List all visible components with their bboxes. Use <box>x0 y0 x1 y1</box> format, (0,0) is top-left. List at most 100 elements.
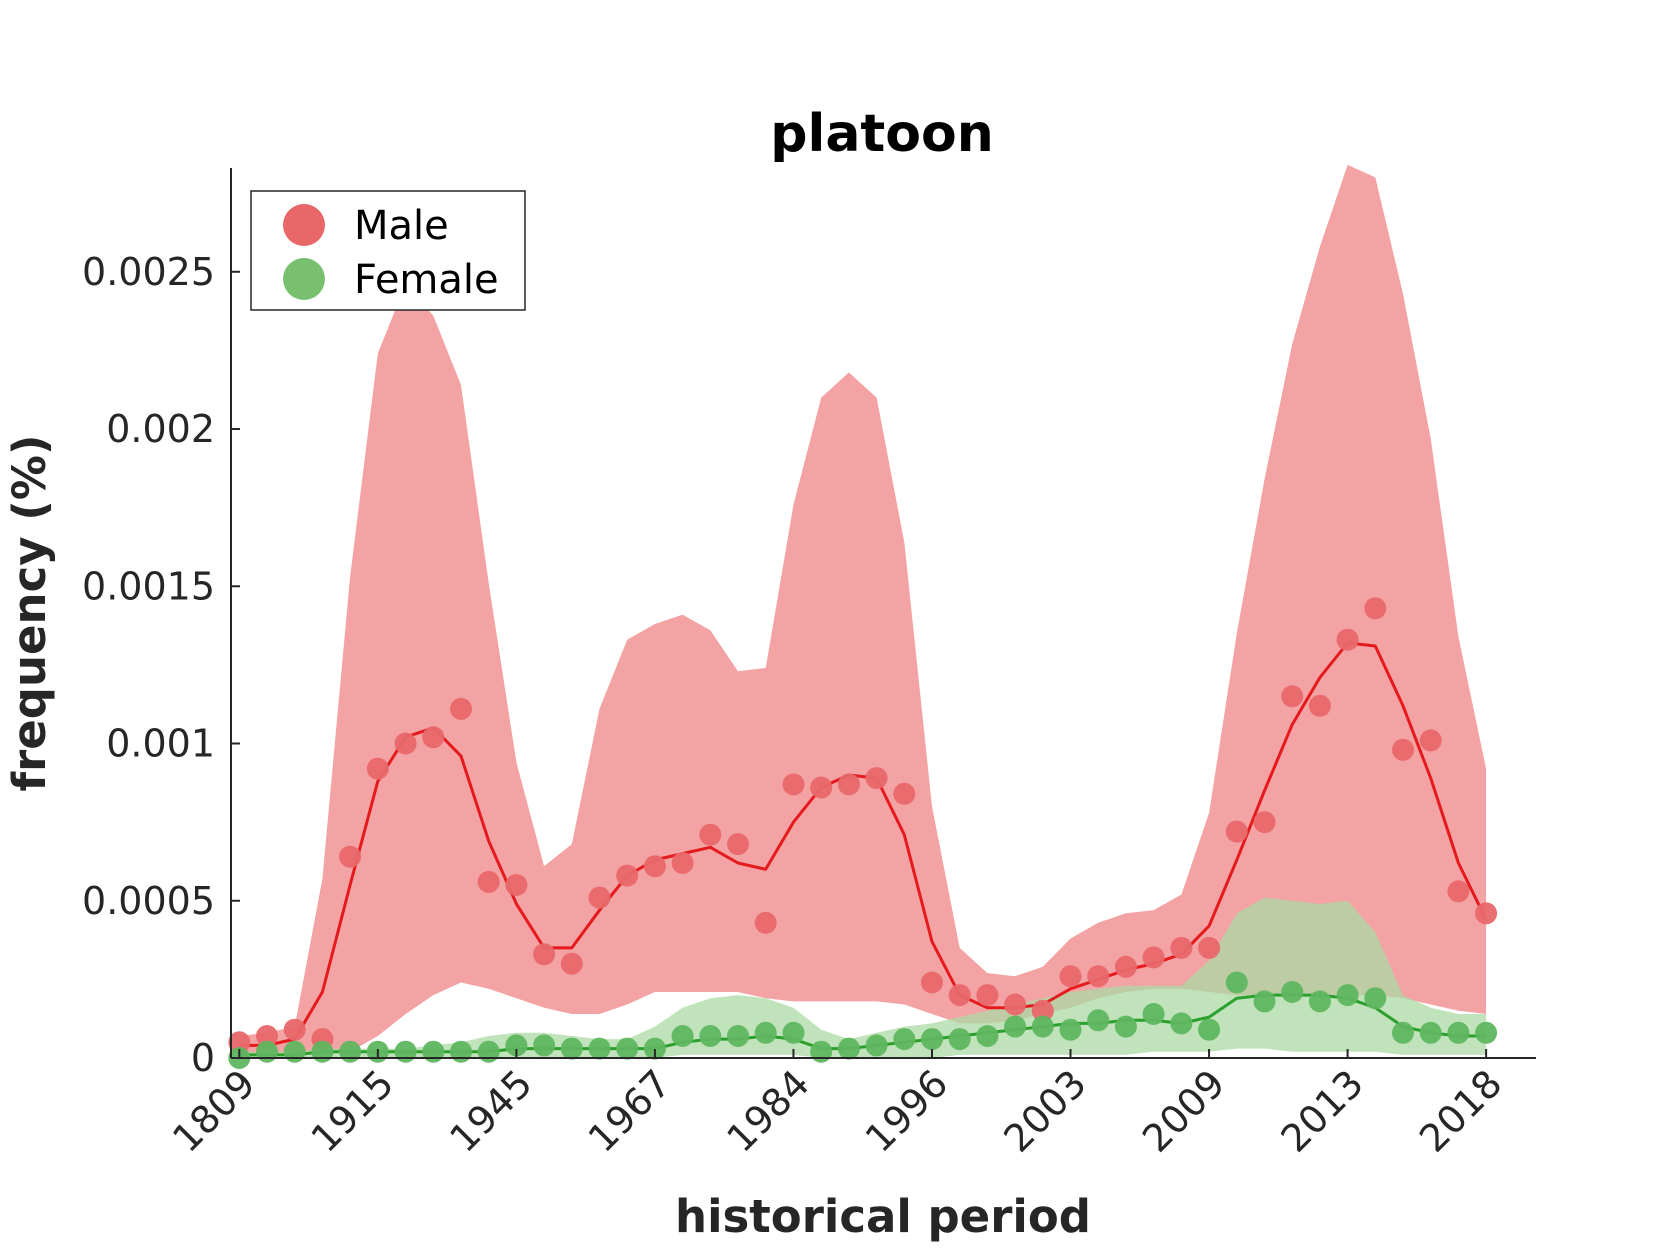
point-female <box>1364 987 1387 1010</box>
point-male <box>865 767 888 790</box>
point-male <box>616 864 639 887</box>
point-female <box>588 1037 611 1060</box>
legend-marker-male <box>283 204 325 246</box>
point-female <box>311 1040 334 1063</box>
y-tick-label: 0.0015 <box>82 564 215 608</box>
point-male <box>533 943 556 966</box>
point-male <box>1087 965 1110 988</box>
point-male <box>1198 936 1221 959</box>
point-male <box>283 1018 306 1041</box>
x-tick-label: 1915 <box>303 1061 403 1161</box>
point-female <box>505 1034 528 1057</box>
point-male <box>1475 902 1498 925</box>
point-male <box>921 971 943 994</box>
point-male <box>1281 685 1304 708</box>
point-male <box>948 984 971 1007</box>
point-female <box>1281 981 1304 1003</box>
point-female <box>1114 1015 1137 1038</box>
x-tick-label: 2003 <box>995 1061 1095 1161</box>
x-axis-label: historical period <box>675 1190 1091 1243</box>
y-axis-label: frequency (%) <box>3 435 56 792</box>
y-tick-label: 0.0025 <box>82 250 215 294</box>
point-female <box>1392 1021 1414 1044</box>
y-tick-label: 0.001 <box>106 722 215 766</box>
points-female <box>228 971 1498 1069</box>
x-tick-label: 2013 <box>1272 1061 1372 1161</box>
band-male <box>239 164 1487 1055</box>
point-male <box>394 732 417 755</box>
x-tick-label: 1996 <box>857 1061 957 1161</box>
point-male <box>727 833 749 856</box>
point-male <box>1308 694 1331 717</box>
point-male <box>1225 820 1248 843</box>
point-female <box>616 1037 639 1060</box>
point-male <box>1364 597 1387 620</box>
point-female <box>1170 1012 1193 1035</box>
point-female <box>699 1025 722 1047</box>
point-male <box>810 776 833 799</box>
point-female <box>671 1025 694 1047</box>
point-female <box>1198 1018 1221 1041</box>
point-male <box>837 773 860 796</box>
point-male <box>671 852 694 874</box>
point-female <box>643 1037 666 1060</box>
point-male <box>1114 955 1137 978</box>
legend: Male Female <box>250 190 526 311</box>
point-female <box>1419 1021 1442 1044</box>
point-female <box>1336 984 1359 1007</box>
x-tick-label: 1967 <box>580 1061 680 1161</box>
point-male <box>643 855 666 878</box>
x-tick-label: 1945 <box>441 1061 541 1161</box>
x-tick-label: 1984 <box>718 1061 818 1161</box>
point-female <box>1253 990 1276 1013</box>
point-female <box>339 1040 362 1063</box>
x-axis-ticks: 1809 1915 1945 1967 1984 1996 2003 2009 2013 2018 <box>164 1049 1510 1161</box>
point-male <box>228 1031 251 1054</box>
point-female <box>810 1040 833 1063</box>
legend-label-male: Male <box>354 203 449 249</box>
point-female <box>782 1021 805 1044</box>
point-female <box>450 1040 472 1063</box>
point-male <box>893 782 916 805</box>
point-female <box>865 1034 888 1057</box>
y-tick-label: 0 <box>191 1036 215 1080</box>
point-female <box>921 1028 943 1051</box>
point-male <box>256 1025 278 1047</box>
point-female <box>256 1040 278 1063</box>
y-tick-label: 0.0005 <box>82 879 215 923</box>
point-female <box>283 1040 306 1063</box>
point-male <box>422 726 445 749</box>
points-male <box>228 597 1498 1054</box>
point-male <box>1170 936 1193 959</box>
point-female <box>533 1034 556 1057</box>
point-female <box>477 1040 500 1063</box>
y-tick-label: 0.002 <box>106 407 215 451</box>
point-male <box>782 773 805 796</box>
point-female <box>560 1037 583 1060</box>
point-male <box>588 886 611 909</box>
chart-title: platoon <box>770 104 993 164</box>
point-female <box>1447 1021 1470 1044</box>
point-male <box>366 757 389 780</box>
point-female <box>422 1040 445 1063</box>
point-male <box>1253 811 1276 834</box>
point-female <box>976 1025 999 1047</box>
point-male <box>450 697 472 720</box>
point-female <box>1059 1018 1082 1041</box>
point-female <box>1475 1021 1498 1044</box>
point-female <box>837 1037 860 1060</box>
point-female <box>1087 1009 1110 1032</box>
plot-area <box>228 164 1498 1069</box>
point-female <box>1004 1015 1027 1038</box>
point-male <box>1031 999 1054 1022</box>
point-male <box>1336 628 1359 651</box>
point-male <box>477 870 500 893</box>
point-male <box>699 823 722 846</box>
point-female <box>948 1028 971 1051</box>
point-male <box>754 911 777 934</box>
point-female <box>1308 990 1331 1013</box>
point-female <box>727 1025 749 1047</box>
point-male <box>1392 738 1414 761</box>
y-axis-ticks: 0 0.0005 0.001 0.0015 0.002 0.0025 <box>82 250 240 1080</box>
